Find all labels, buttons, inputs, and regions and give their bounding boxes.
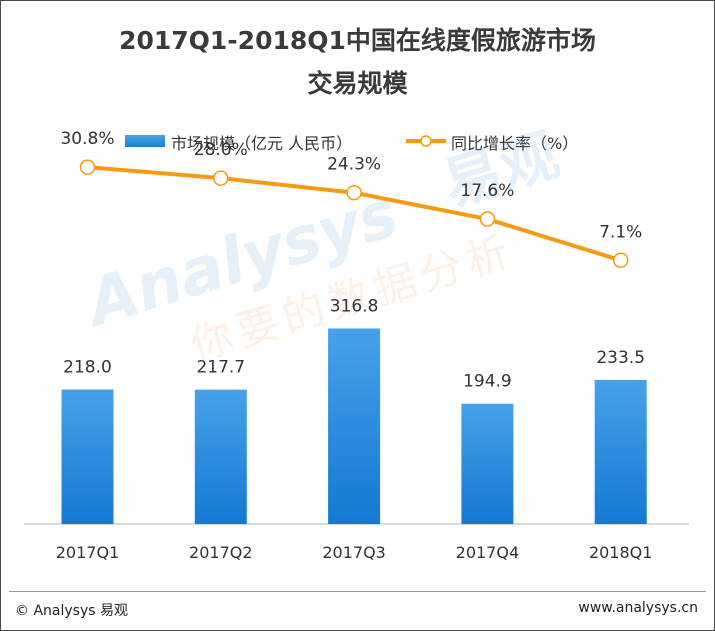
growth-point-2017Q1 bbox=[79, 159, 96, 175]
footer-divider bbox=[9, 591, 706, 592]
x-tick-labels: 2017Q1 2017Q2 2017Q3 2017Q4 2018Q1 bbox=[56, 543, 653, 562]
bar-label-2018Q1: 233.5 bbox=[596, 348, 645, 368]
bar-label-2017Q4: 194.9 bbox=[463, 372, 512, 392]
x-tick-2017Q1: 2017Q1 bbox=[56, 543, 120, 562]
watermark-cn-brand: 易观 bbox=[435, 120, 566, 219]
x-tick-2018Q1: 2018Q1 bbox=[589, 543, 653, 562]
growth-label-2017Q3: 24.3% bbox=[327, 155, 381, 175]
chart-title: 2017Q1-2018Q1中国在线度假旅游市场 交易规模 bbox=[1, 19, 714, 105]
bar-label-2017Q2: 217.7 bbox=[196, 358, 245, 378]
legend-bar-swatch bbox=[125, 135, 165, 147]
x-tick-2017Q3: 2017Q3 bbox=[322, 543, 386, 562]
legend: 市场规模（亿元 人民币） 同比增长率（%） bbox=[1, 128, 714, 154]
legend-bar-label: 市场规模（亿元 人民币） bbox=[171, 134, 353, 153]
bar-2017Q2 bbox=[194, 389, 247, 524]
title-line-1: 2017Q1-2018Q1中国在线度假旅游市场 bbox=[119, 26, 596, 55]
bar-series bbox=[61, 328, 647, 524]
legend-line-swatch bbox=[406, 135, 446, 147]
title-line-2: 交易规模 bbox=[307, 69, 408, 98]
chart-plot: Analysys 易观 你要的数据分析 218.0 217.7 316.8 194.9… bbox=[24, 120, 689, 562]
growth-value-labels: 30.8% 28.0% 24.3% 17.6% 7.1% bbox=[60, 129, 642, 242]
growth-point-2017Q2 bbox=[213, 170, 229, 186]
growth-label-2018Q1: 7.1% bbox=[599, 222, 642, 242]
legend-line-label: 同比增长率（%） bbox=[451, 134, 579, 153]
growth-label-2017Q1: 30.8% bbox=[60, 129, 114, 149]
growth-line-series bbox=[79, 159, 629, 269]
growth-point-2017Q3 bbox=[346, 184, 362, 201]
bar-2018Q1 bbox=[594, 379, 647, 524]
growth-point-2017Q4 bbox=[479, 211, 496, 227]
growth-label-2017Q4: 17.6% bbox=[460, 181, 514, 201]
growth-point-2018Q1 bbox=[612, 252, 629, 269]
bar-2017Q4 bbox=[461, 403, 514, 524]
x-tick-2017Q4: 2017Q4 bbox=[456, 543, 520, 562]
footer-copyright: © Analysys 易观 bbox=[15, 603, 128, 619]
footer-website: www.analysys.cn bbox=[578, 600, 698, 616]
growth-label-2017Q2: 28.0% bbox=[194, 140, 248, 160]
x-tick-2017Q2: 2017Q2 bbox=[189, 543, 253, 562]
bar-2017Q3 bbox=[328, 328, 381, 524]
bar-label-2017Q3: 316.8 bbox=[330, 297, 379, 317]
bar-2017Q1 bbox=[61, 389, 114, 524]
watermark: Analysys 易观 你要的数据分析 bbox=[74, 120, 566, 370]
bar-value-labels: 218.0 217.7 316.8 194.9 233.5 bbox=[63, 297, 645, 392]
bar-label-2017Q1: 218.0 bbox=[63, 357, 112, 377]
